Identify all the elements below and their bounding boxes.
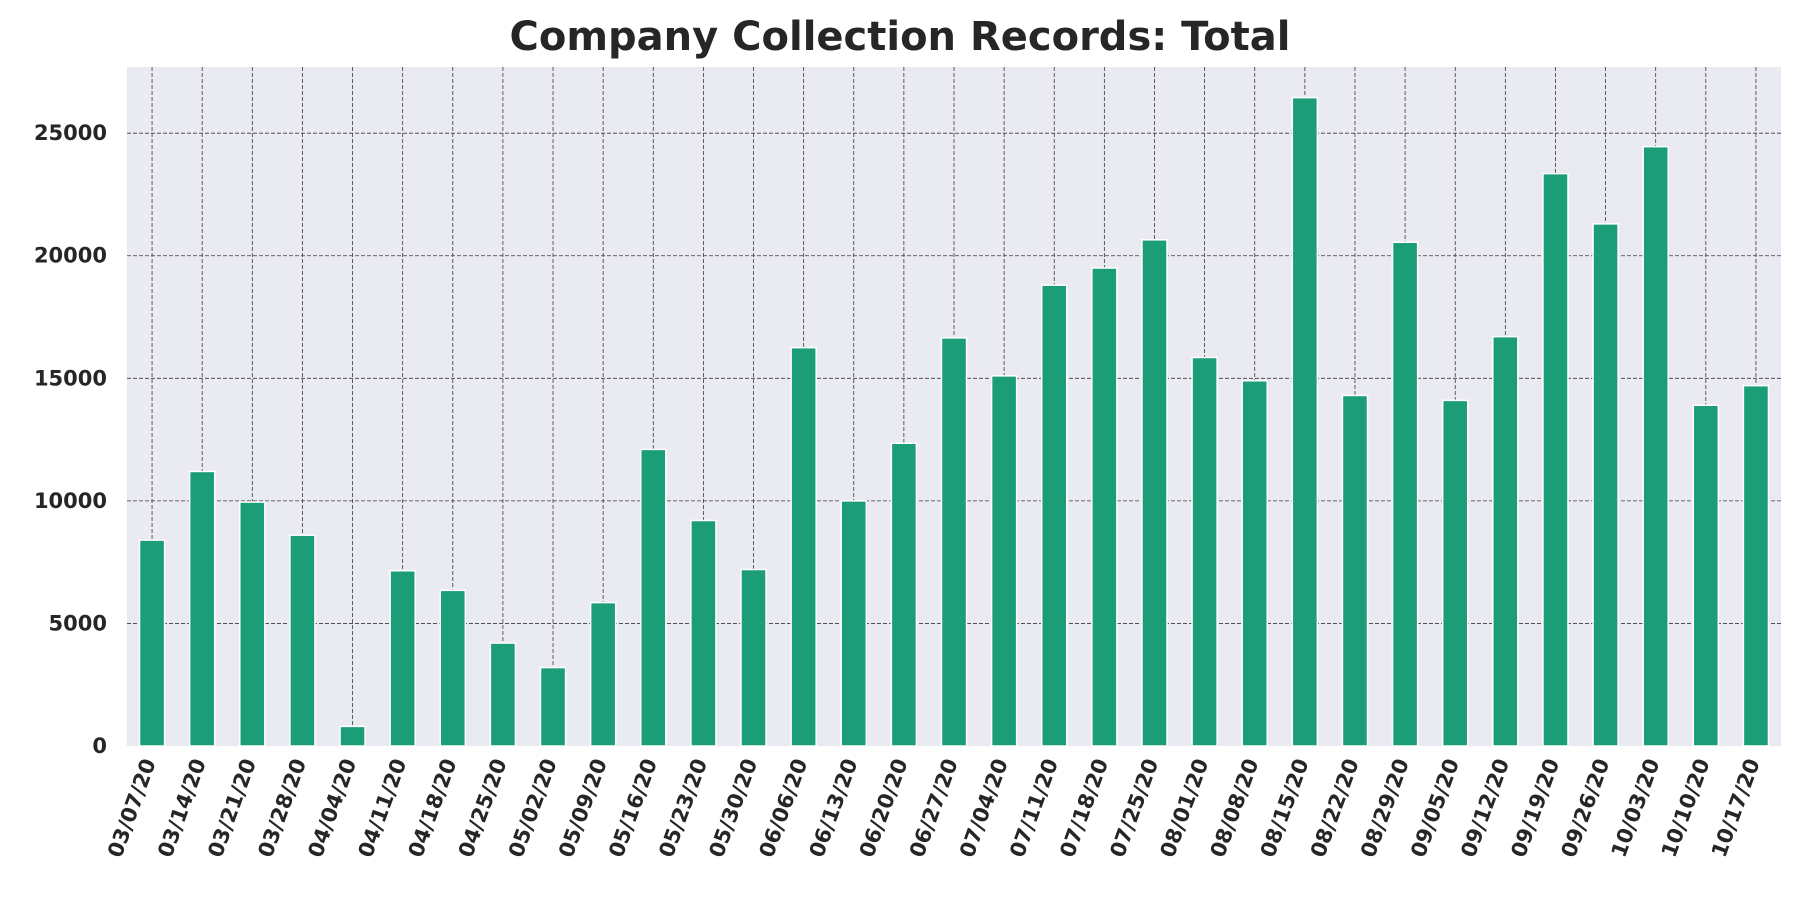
x-tick-label: 04/04/20 (303, 756, 361, 861)
bar (489, 642, 517, 747)
x-tick-label: 10/17/20 (1707, 756, 1765, 861)
bar (339, 725, 366, 747)
bar (740, 568, 767, 747)
x-tick-label: 06/20/20 (855, 756, 913, 861)
x-tick-label: 10/03/20 (1607, 756, 1665, 861)
y-tick-label: 5000 (49, 611, 107, 635)
x-axis-ticks: 03/07/2003/14/2003/21/2003/28/2004/04/20… (103, 756, 1765, 861)
x-tick-label: 05/02/20 (504, 756, 562, 861)
x-tick-label: 07/04/20 (955, 756, 1013, 861)
bar (439, 589, 467, 747)
bar (639, 448, 667, 747)
x-tick-label: 04/18/20 (404, 756, 462, 861)
x-tick-label: 05/09/20 (554, 756, 612, 861)
x-tick-label: 05/30/20 (704, 756, 762, 861)
bar (1391, 241, 1419, 747)
bar (1692, 404, 1720, 747)
y-axis-ticks: 0 5000 10000 15000 20000 25000 (34, 121, 107, 758)
bar (289, 534, 316, 747)
bar (1642, 145, 1669, 747)
bar (389, 569, 416, 747)
bar (1542, 172, 1569, 747)
bar (840, 500, 868, 747)
bar (1441, 399, 1469, 747)
bars (138, 96, 1770, 747)
x-tick-label: 09/05/20 (1406, 756, 1464, 861)
bar (539, 666, 567, 747)
bar (188, 470, 216, 747)
x-tick-label: 08/01/20 (1156, 756, 1214, 861)
bar (138, 539, 166, 747)
x-tick-label: 03/28/20 (253, 756, 311, 861)
bar (990, 375, 1018, 747)
bar (790, 346, 817, 747)
x-tick-label: 09/12/20 (1456, 756, 1514, 861)
y-tick-label: 10000 (34, 489, 107, 513)
bar (1592, 223, 1619, 747)
y-tick-label: 0 (92, 734, 107, 758)
x-tick-label: 07/11/20 (1005, 756, 1063, 861)
bar (1241, 380, 1269, 747)
bar (1742, 384, 1770, 747)
bar (1141, 239, 1168, 747)
x-tick-label: 07/18/20 (1055, 756, 1113, 861)
bar (589, 601, 617, 747)
bar (1341, 394, 1369, 747)
x-tick-label: 05/16/20 (604, 756, 662, 861)
bar (1291, 96, 1319, 747)
x-tick-label: 06/13/20 (805, 756, 863, 861)
bar (1091, 267, 1118, 747)
x-tick-label: 03/21/20 (203, 756, 261, 861)
x-tick-label: 05/23/20 (654, 756, 712, 861)
x-tick-label: 08/08/20 (1206, 756, 1264, 861)
x-tick-label: 08/15/20 (1256, 756, 1314, 861)
bar (1492, 335, 1519, 747)
bar (890, 442, 918, 747)
x-tick-label: 10/10/20 (1657, 756, 1715, 861)
x-tick-label: 04/25/20 (454, 756, 512, 861)
x-tick-label: 09/19/20 (1506, 756, 1564, 861)
bar (690, 519, 717, 747)
y-tick-label: 15000 (34, 366, 107, 390)
bar (940, 337, 968, 747)
y-tick-label: 20000 (34, 244, 107, 268)
x-tick-label: 03/07/20 (103, 756, 161, 861)
x-tick-label: 08/22/20 (1306, 756, 1364, 861)
bar (1191, 356, 1218, 747)
x-tick-label: 04/11/20 (354, 756, 412, 861)
x-tick-label: 09/26/20 (1556, 756, 1614, 861)
x-tick-label: 06/06/20 (755, 756, 813, 861)
x-tick-label: 03/14/20 (153, 756, 211, 861)
x-tick-label: 08/29/20 (1356, 756, 1414, 861)
chart-title: Company Collection Records: Total (509, 14, 1291, 60)
bar (1040, 284, 1068, 747)
x-tick-label: 07/25/20 (1105, 756, 1163, 861)
y-tick-label: 25000 (34, 121, 107, 145)
x-tick-label: 06/27/20 (905, 756, 963, 861)
bar (239, 501, 266, 747)
